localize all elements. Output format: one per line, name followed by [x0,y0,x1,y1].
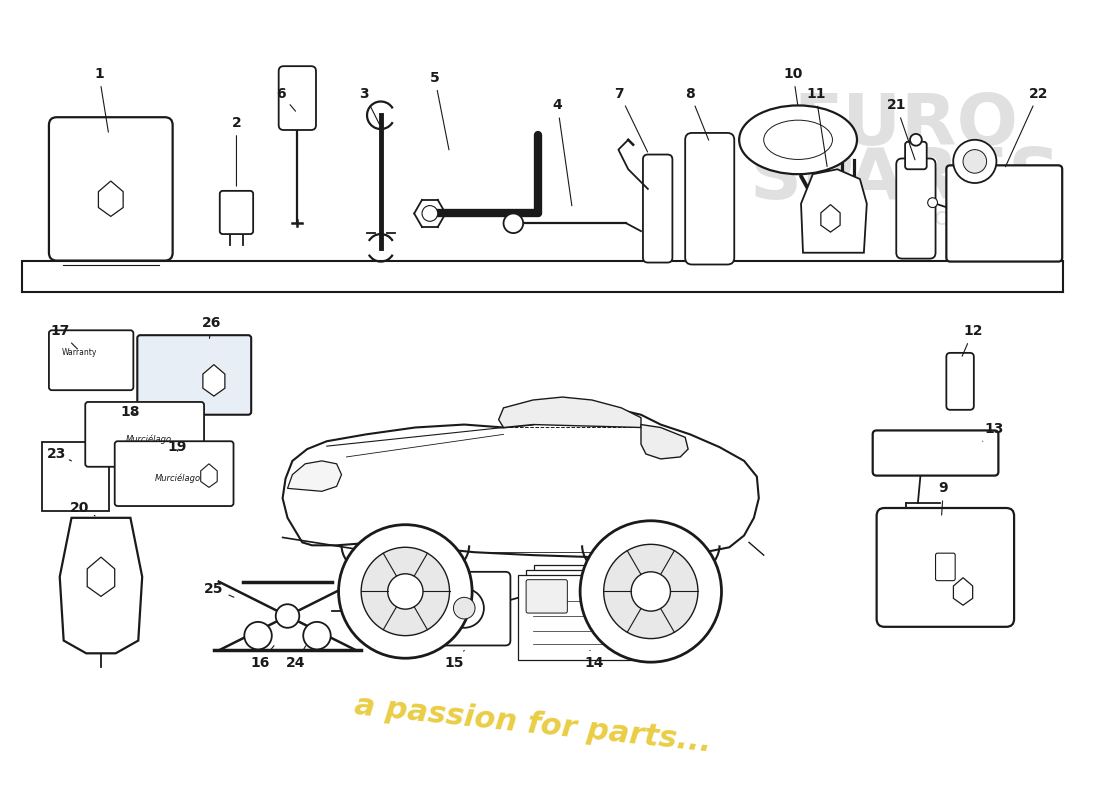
FancyBboxPatch shape [872,430,999,476]
Text: 4: 4 [552,98,572,206]
Polygon shape [200,464,217,487]
Polygon shape [59,518,142,654]
Circle shape [954,140,997,183]
FancyBboxPatch shape [946,166,1063,262]
FancyBboxPatch shape [935,553,955,581]
Text: 3: 3 [360,86,379,125]
Polygon shape [98,181,123,216]
Circle shape [339,525,472,658]
Circle shape [377,606,389,617]
FancyBboxPatch shape [138,335,251,414]
Circle shape [444,589,484,628]
Text: 1: 1 [95,67,109,132]
Text: 11: 11 [806,86,827,166]
Text: 12: 12 [962,324,982,356]
Text: 13: 13 [982,422,1004,442]
FancyBboxPatch shape [877,508,1014,627]
FancyBboxPatch shape [896,158,935,258]
FancyBboxPatch shape [114,442,233,506]
Circle shape [580,521,722,662]
Polygon shape [498,397,641,427]
Polygon shape [202,365,224,396]
Text: 16: 16 [251,646,274,670]
Polygon shape [534,565,657,650]
Text: 15: 15 [444,650,464,670]
FancyBboxPatch shape [946,353,974,410]
Polygon shape [641,425,689,459]
Text: Murciélago: Murciélago [125,434,172,444]
Text: 24: 24 [286,646,306,670]
Text: 2: 2 [232,116,241,186]
Circle shape [304,622,331,650]
FancyBboxPatch shape [526,580,568,613]
Text: 9: 9 [938,482,948,515]
Circle shape [361,547,450,636]
Polygon shape [821,205,840,232]
FancyBboxPatch shape [220,191,253,234]
FancyBboxPatch shape [427,572,510,646]
Text: 20: 20 [69,501,95,516]
Circle shape [927,198,937,207]
Text: 18: 18 [121,405,140,418]
Text: 25: 25 [205,582,234,598]
Text: 14: 14 [584,650,604,670]
Text: 21: 21 [887,98,915,160]
Ellipse shape [739,106,857,174]
Circle shape [453,598,475,619]
Text: 10: 10 [783,67,803,105]
Polygon shape [87,557,114,596]
Circle shape [387,574,424,609]
Circle shape [631,572,670,611]
FancyBboxPatch shape [905,142,926,170]
Circle shape [604,544,697,638]
Text: since 19: since 19 [898,206,1003,230]
Circle shape [504,214,524,233]
Text: 6: 6 [276,86,296,111]
Text: 5: 5 [430,71,449,150]
Text: 23: 23 [47,447,72,461]
Text: 19: 19 [168,440,187,454]
Text: EURO: EURO [793,90,1019,159]
Circle shape [422,206,438,222]
FancyBboxPatch shape [48,118,173,261]
FancyBboxPatch shape [48,330,133,390]
Ellipse shape [763,120,833,159]
Polygon shape [518,574,641,660]
FancyBboxPatch shape [86,402,205,466]
Text: SPARES: SPARES [750,145,1062,214]
Polygon shape [954,578,972,606]
Circle shape [244,622,272,650]
Text: 8: 8 [685,86,708,140]
Text: 26: 26 [202,317,221,338]
FancyBboxPatch shape [278,66,316,130]
Circle shape [910,134,922,146]
Circle shape [276,604,299,628]
Polygon shape [283,408,759,559]
Text: Warranty: Warranty [62,348,97,358]
Circle shape [962,150,987,173]
FancyBboxPatch shape [642,154,672,262]
Text: 17: 17 [50,324,77,349]
Polygon shape [526,570,649,655]
FancyBboxPatch shape [685,133,735,265]
Text: a passion for parts...: a passion for parts... [353,691,713,757]
Text: 22: 22 [1005,86,1048,166]
Text: 7: 7 [615,86,648,152]
Polygon shape [42,442,109,511]
Polygon shape [287,461,341,491]
Text: Murciélago: Murciélago [155,474,201,483]
Polygon shape [801,170,867,253]
